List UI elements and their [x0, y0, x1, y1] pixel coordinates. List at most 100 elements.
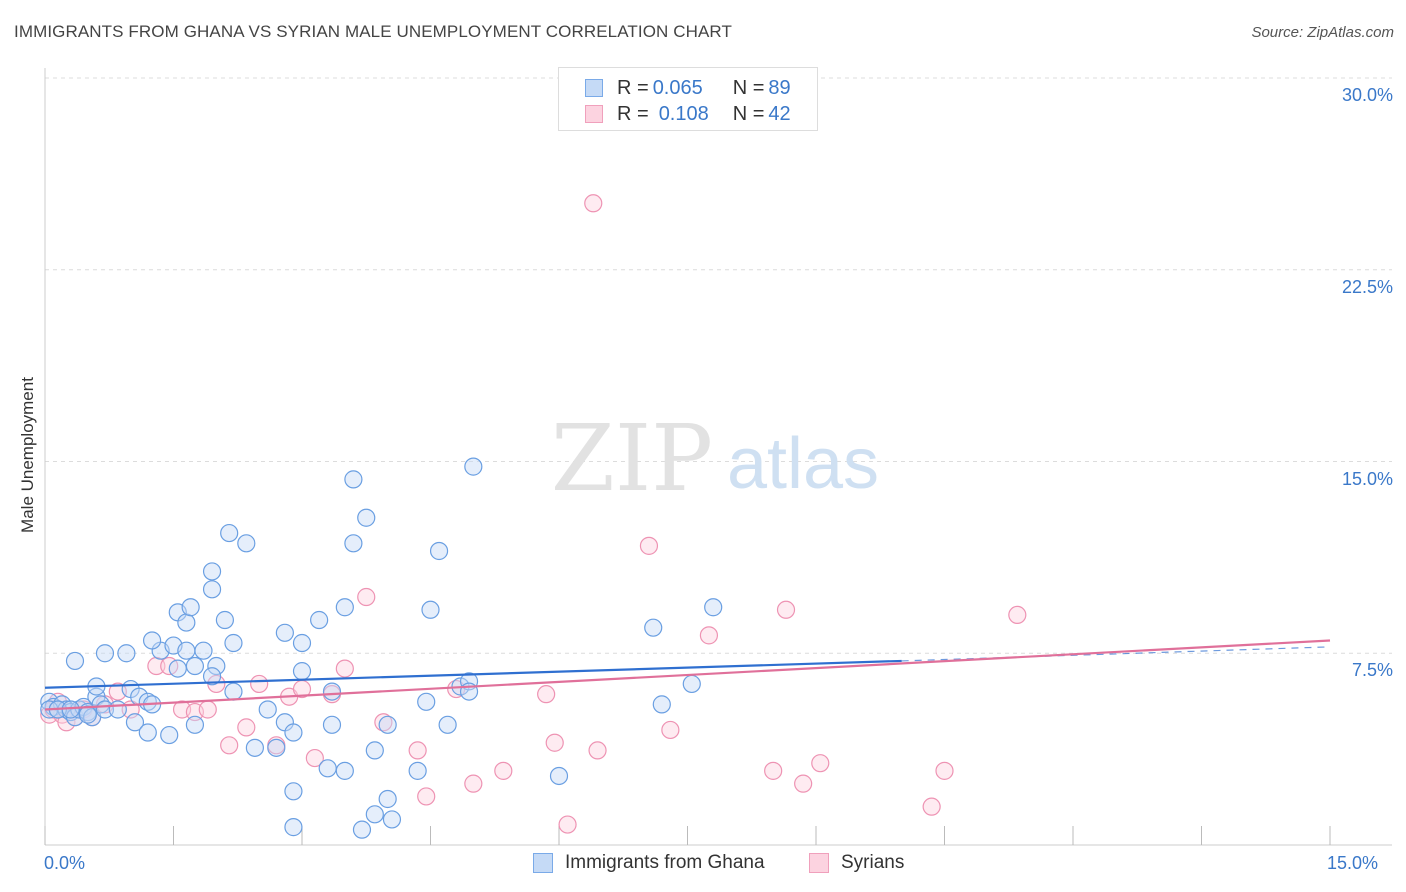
ghana-point	[142, 631, 162, 650]
ghana-point	[310, 610, 329, 630]
syrians-point	[776, 600, 796, 619]
ghana-point	[108, 700, 127, 719]
ghana-point	[138, 723, 157, 742]
legend-ghana-label: Immigrants from Ghana	[565, 852, 765, 873]
syrians-point	[935, 761, 954, 780]
syrians-point	[588, 741, 607, 760]
syrians-point	[494, 761, 513, 780]
syrians-point	[558, 815, 577, 834]
ghana-point	[117, 644, 136, 663]
series-legend: Immigrants from Ghana Syrians	[0, 852, 1406, 878]
gridlines	[45, 77, 1392, 654]
ghana-point	[335, 761, 354, 780]
ghana-point	[185, 656, 205, 676]
syrians-point	[639, 536, 659, 555]
y-tick-label: 22.5%	[1341, 276, 1393, 297]
chart-title: IMMIGRANTS FROM GHANA VS SYRIAN MALE UNE…	[14, 22, 732, 41]
ghana-point	[202, 667, 222, 686]
ghana-point	[344, 470, 363, 489]
ghana-point	[177, 613, 196, 632]
legend-item-ghana: Immigrants from Ghana	[533, 852, 765, 874]
ghana-point	[365, 741, 384, 760]
ghana-point	[267, 738, 286, 757]
syrians-points	[40, 194, 1027, 834]
syrians-point	[237, 718, 256, 737]
syrians-point	[922, 797, 941, 816]
watermark: ZIP atlas	[551, 405, 879, 512]
syrians-point	[537, 685, 556, 704]
ghana-point	[322, 682, 342, 701]
watermark-zip: ZIP	[551, 405, 713, 512]
syrians-point	[220, 736, 239, 755]
ghana-point	[95, 644, 115, 663]
ghana-point	[652, 695, 671, 714]
ghana-point	[181, 598, 200, 617]
watermark-atlas: atlas	[727, 424, 879, 504]
legend-syrians-swatch	[809, 853, 829, 873]
ghana-point	[220, 523, 239, 543]
syrians-point	[545, 733, 564, 752]
correlation-legend: R = 0.065 N = 89 R = 0.108 N = 42	[558, 67, 818, 131]
ghana-point	[357, 508, 376, 527]
ghana-point	[185, 715, 205, 734]
ghana-point	[344, 534, 363, 553]
syrians-swatch	[585, 105, 603, 123]
syrians-point	[699, 626, 719, 645]
ghana-point	[644, 618, 663, 637]
ghana-swatch	[585, 79, 603, 97]
syrians-point	[661, 720, 680, 740]
y-tick-label: 7.5%	[1351, 660, 1393, 681]
syrians-point	[764, 761, 783, 780]
syrians-point	[250, 674, 269, 694]
ghana-n-value: 89	[768, 76, 791, 99]
ghana-point	[365, 805, 384, 824]
legend-ghana-swatch	[533, 853, 553, 873]
ghana-point	[292, 662, 312, 681]
y-tick-label: 15.0%	[1341, 468, 1393, 489]
ghana-trend-line	[44, 659, 902, 689]
y-tick-label: 30.0%	[1341, 85, 1393, 105]
ghana-point	[284, 818, 303, 837]
ghana-points	[40, 457, 723, 839]
ghana-point	[245, 738, 264, 757]
ghana-point	[318, 759, 337, 778]
ghana-point	[335, 598, 354, 617]
syrians-point	[335, 659, 354, 678]
x-tick-min: 0.0%	[44, 853, 86, 873]
ghana-point	[352, 820, 372, 839]
source-label: Source: ZipAtlas.com	[1251, 24, 1394, 41]
ghana-trend-extension	[901, 646, 1331, 662]
ghana-point	[194, 641, 213, 660]
ghana-point	[275, 623, 294, 642]
ghana-point	[704, 598, 723, 617]
ghana-point	[207, 656, 226, 676]
syrians-r-value: 0.108	[658, 102, 709, 125]
ghana-point	[464, 457, 483, 476]
ghana-point	[438, 715, 457, 734]
ghana-point	[682, 674, 701, 694]
ghana-point	[408, 761, 427, 780]
legend-row-ghana: R = 0.065 N = 89	[585, 76, 791, 100]
ghana-point	[65, 651, 85, 671]
ghana-point	[78, 705, 97, 724]
ghana-point	[284, 723, 303, 742]
ghana-point	[215, 610, 234, 630]
ghana-point	[202, 580, 222, 599]
legend-item-syrians: Syrians	[809, 852, 904, 874]
ghana-point	[202, 562, 222, 581]
ghana-point	[160, 725, 179, 745]
syrians-point	[794, 774, 813, 793]
syrians-trend-line	[44, 639, 1331, 711]
ghana-point	[224, 682, 243, 701]
syrians-n-value: 42	[768, 102, 791, 125]
ghana-point	[237, 534, 256, 553]
syrians-point	[811, 754, 830, 773]
syrians-point	[417, 787, 436, 806]
ghana-point	[322, 715, 342, 734]
ghana-point	[549, 766, 569, 786]
ghana-point	[224, 633, 243, 653]
ghana-point	[378, 715, 397, 734]
trend-lines	[44, 639, 1331, 711]
x-tick-max: 15.0%	[1327, 853, 1379, 873]
